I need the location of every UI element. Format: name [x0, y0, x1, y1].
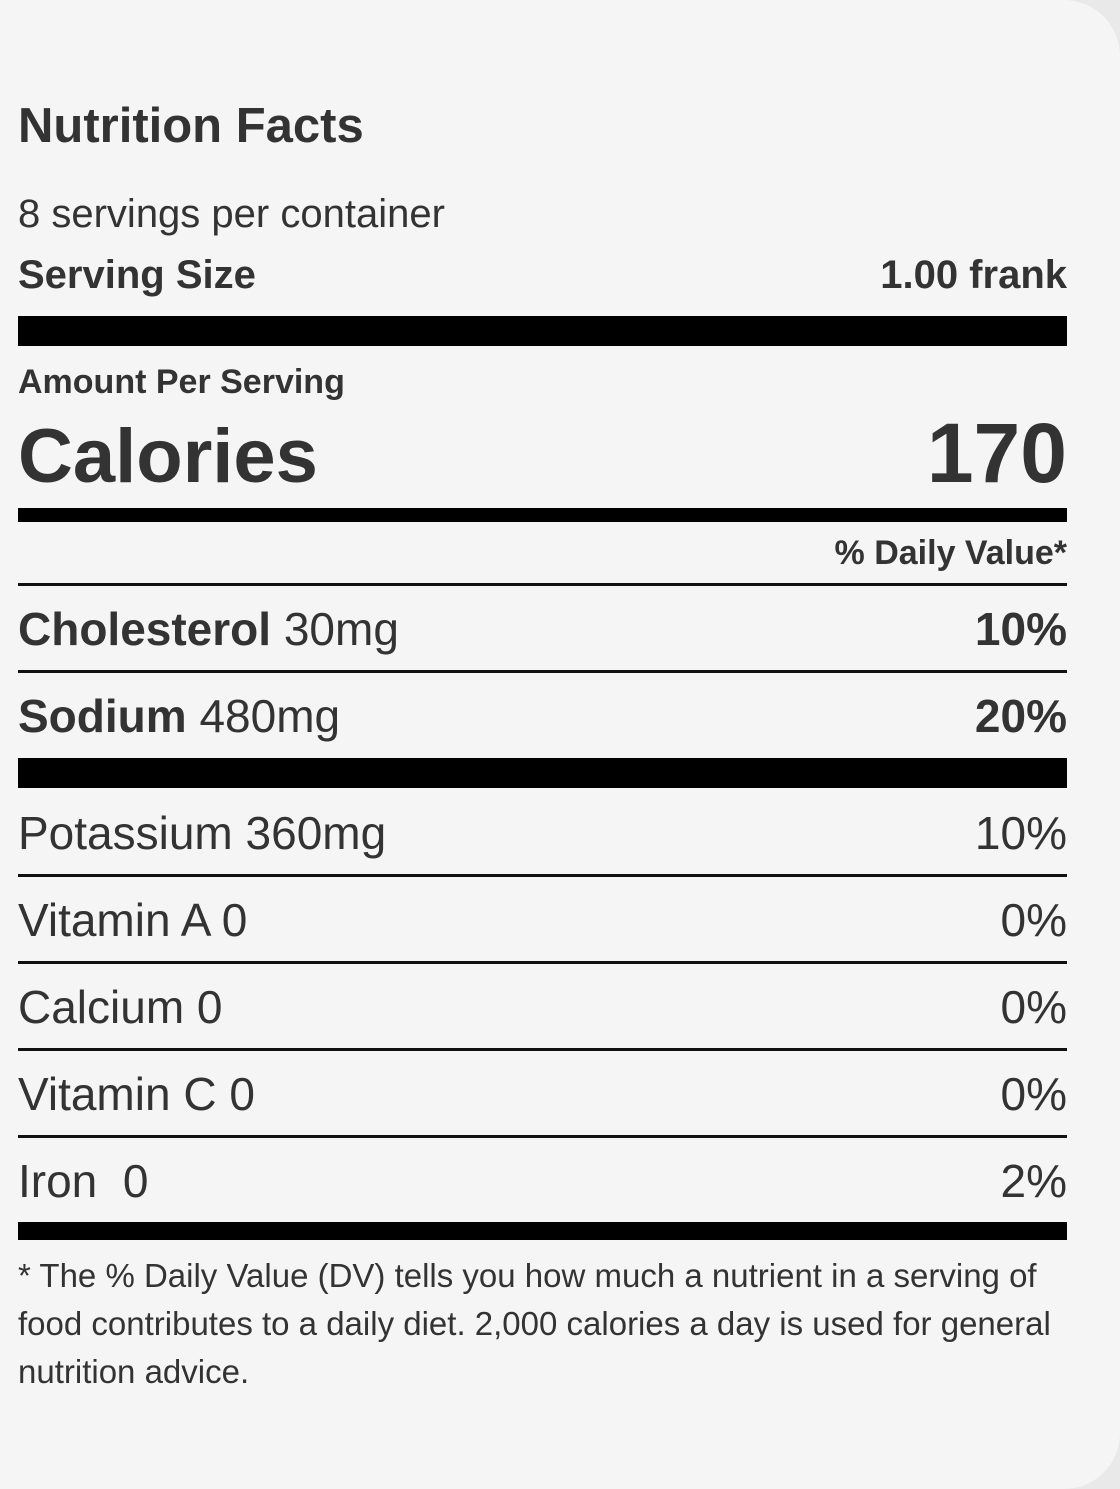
calories-label: Calories [18, 414, 318, 499]
label-title: Nutrition Facts [18, 99, 364, 153]
nutrient-percent: 0% [1000, 1068, 1067, 1120]
nutrient-percent: 2% [1000, 1155, 1067, 1207]
nutrient-row-potassium: Potassium 360mg 10% [18, 790, 1067, 876]
nutrient-percent: 10% [974, 807, 1067, 859]
nutrient-text: Iron 0 [18, 1155, 149, 1207]
serving-size-value: 1.00 frank [880, 252, 1067, 297]
nutrient-text: Vitamin A 0 [18, 894, 248, 946]
nutrient-row-calcium: Calcium 0 0% [18, 964, 1067, 1050]
medium-divider [18, 508, 1067, 522]
amount-per-serving: Amount Per Serving [18, 363, 345, 401]
nutrient-text: Vitamin C 0 [18, 1068, 255, 1120]
nutrient-percent: 10% [974, 603, 1067, 655]
row-divider [18, 1135, 1067, 1138]
bottom-divider [18, 1222, 1067, 1240]
nutrient-text: Cholesterol 30mg [18, 602, 399, 656]
calories-value: 170 [926, 406, 1067, 500]
calories-row: Calories 170 [18, 406, 1067, 500]
row-divider [18, 583, 1067, 586]
footnote: * The % Daily Value (DV) tells you how m… [18, 1257, 1051, 1390]
nutrient-amount: 30mg [283, 603, 399, 655]
row-divider [18, 1048, 1067, 1051]
nutrient-row-iron: Iron 0 2% [18, 1138, 1067, 1224]
nutrient-row-sodium: Sodium 480mg 20% [18, 673, 1067, 759]
servings-per-container: 8 servings per container [18, 192, 445, 236]
nutrient-row-cholesterol: Cholesterol 30mg 10% [18, 586, 1067, 672]
daily-value-header-row: % Daily Value* [18, 531, 1067, 575]
nutrient-name: Cholesterol [18, 603, 272, 655]
nutrient-amount: 480mg [199, 690, 341, 742]
serving-size-label: Serving Size [18, 252, 256, 297]
nutrient-row-vitamin-a: Vitamin A 0 0% [18, 877, 1067, 963]
row-divider [18, 961, 1067, 964]
nutrient-text: Sodium 480mg [18, 689, 340, 743]
nutrient-text: Calcium 0 [18, 981, 223, 1033]
row-divider [18, 670, 1067, 673]
serving-size-row: Serving Size 1.00 frank [18, 250, 1067, 300]
nutrient-name: Sodium [18, 690, 187, 742]
daily-value-header: % Daily Value* [834, 533, 1067, 572]
thick-divider [18, 316, 1067, 346]
nutrient-percent: 20% [974, 690, 1067, 742]
nutrient-percent: 0% [1000, 894, 1067, 946]
nutrient-row-vitamin-c: Vitamin C 0 0% [18, 1051, 1067, 1137]
nutrient-percent: 0% [1000, 981, 1067, 1033]
thick-divider [18, 758, 1067, 788]
nutrient-text: Potassium 360mg [18, 807, 387, 859]
row-divider [18, 874, 1067, 877]
